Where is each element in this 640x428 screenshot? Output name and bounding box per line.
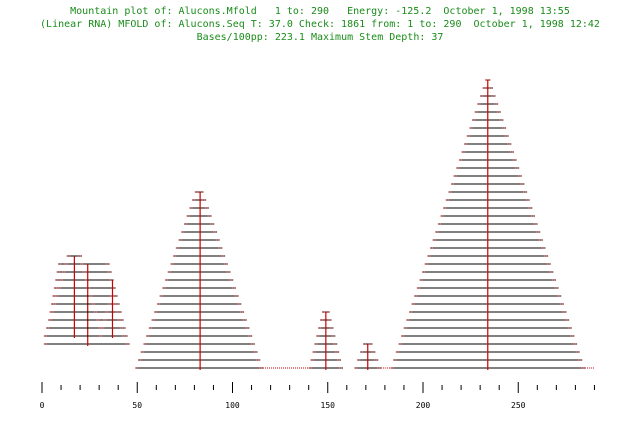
stem-info: Bases/100pp: 223.1 Maximum Stem Depth: 3… <box>196 32 444 43</box>
x-tick-label: 200 <box>416 401 431 410</box>
run-info: (Linear RNA) MFOLD of: Alucons.Seq T: 37… <box>40 19 600 30</box>
x-tick-label: 250 <box>511 401 526 410</box>
plot-title: Mountain plot of: Alucons.Mfold 1 to: 29… <box>70 6 570 17</box>
x-tick-label: 50 <box>132 401 142 410</box>
x-tick-label: 150 <box>321 401 336 410</box>
x-tick-label: 100 <box>225 401 240 410</box>
x-tick-label: 0 <box>40 401 45 410</box>
plot-header: Mountain plot of: Alucons.Mfold 1 to: 29… <box>0 5 640 44</box>
